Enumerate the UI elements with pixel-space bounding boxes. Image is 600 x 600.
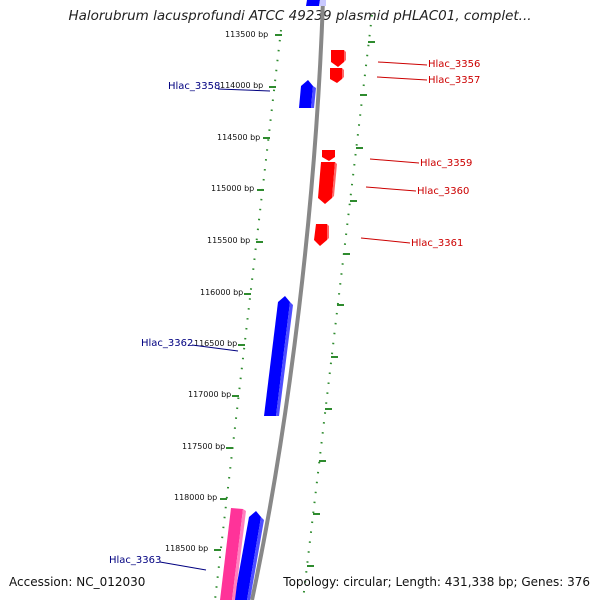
tick-label: 117500 bp: [182, 442, 225, 451]
gene-label-hlac-3363[interactable]: Hlac_3363: [109, 555, 161, 566]
tick-label: 117000 bp: [188, 390, 231, 399]
gene-label-hlac-3357[interactable]: Hlac_3357: [428, 75, 480, 86]
gene-label-hlac-3356[interactable]: Hlac_3356: [428, 59, 480, 70]
gene-hlac-3357[interactable]: [330, 68, 344, 83]
gene-label-hlac-3362[interactable]: Hlac_3362: [141, 338, 193, 349]
tick-label: 116500 bp: [194, 339, 237, 348]
gene-label-hlac-3359[interactable]: Hlac_3359: [420, 158, 472, 169]
accession-label: Accession: NC_012030: [9, 575, 146, 589]
tick-label: 114000 bp: [220, 81, 263, 90]
tick-label: 114500 bp: [217, 133, 260, 142]
tick-label: 113500 bp: [225, 30, 268, 39]
gene-label-hlac-3358[interactable]: Hlac_3358: [168, 81, 220, 92]
inner-tick-ring: [214, 29, 282, 600]
rna-gene[interactable]: [220, 508, 246, 600]
backbone: [250, 0, 325, 600]
map-title: Halorubrum lacusprofundi ATCC 49239 plas…: [68, 8, 532, 24]
gene-hlac-3360[interactable]: [318, 162, 337, 204]
major-ticks: [214, 34, 375, 567]
gene-hlac-3362[interactable]: [264, 296, 293, 416]
gene-label-hlac-3360[interactable]: Hlac_3360: [417, 186, 469, 197]
outer-tick-ring: [302, 14, 373, 600]
gene-hlac-3358[interactable]: [299, 80, 316, 108]
tick-label: 115500 bp: [207, 236, 250, 245]
tick-label: 118500 bp: [165, 544, 208, 553]
tick-label: 115000 bp: [211, 184, 254, 193]
gene-hlac-3355-partial[interactable]: [306, 0, 326, 6]
gene-hlac-3356[interactable]: [331, 50, 346, 67]
topology-summary: Topology: circular; Length: 431,338 bp; …: [283, 575, 590, 589]
tick-label: 116000 bp: [200, 288, 243, 297]
tick-label: 118000 bp: [174, 493, 217, 502]
gene-label-hlac-3361[interactable]: Hlac_3361: [411, 238, 463, 249]
label-leaders: [159, 61, 428, 571]
gene-hlac-3361[interactable]: [314, 224, 329, 246]
gene-hlac-3359[interactable]: [322, 150, 335, 161]
gene-hlac-3363[interactable]: [234, 511, 264, 600]
